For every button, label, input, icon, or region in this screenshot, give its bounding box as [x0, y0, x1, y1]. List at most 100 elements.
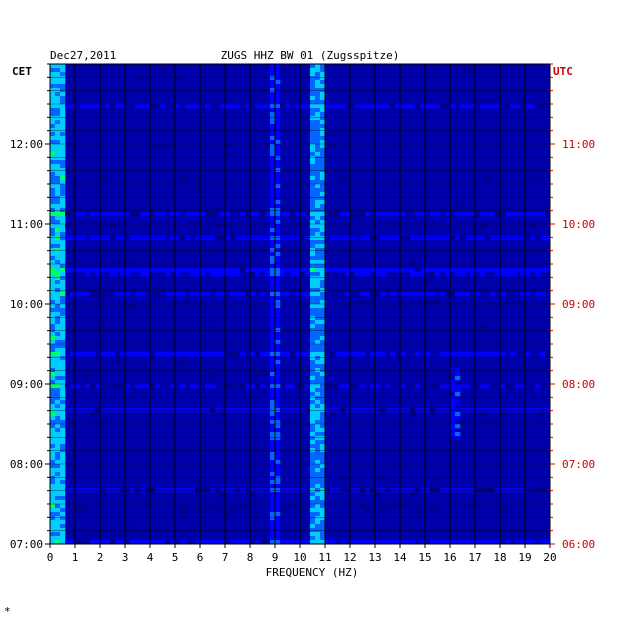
spectrogram-cell [275, 368, 281, 373]
spectrogram-cell [185, 488, 191, 493]
spectrogram-cell [315, 328, 321, 333]
spectrogram-cell [310, 324, 316, 329]
spectrogram-cell [470, 268, 476, 273]
spectrogram-cell [420, 104, 426, 109]
spectrogram-cell [295, 104, 301, 109]
spectrogram-cell [330, 384, 336, 389]
spectrogram-cell [60, 392, 66, 397]
spectrogram-cell [60, 420, 66, 425]
spectrogram-cell [320, 256, 326, 261]
spectrogram-cell [495, 352, 501, 357]
spectrogram-cell [275, 92, 281, 97]
spectrogram-cell [455, 368, 461, 373]
spectrogram-cell [115, 260, 121, 265]
spectrogram-cell [275, 112, 281, 117]
spectrogram-cell [315, 420, 321, 425]
spectrogram-cell [275, 492, 281, 497]
spectrogram-cell [215, 272, 221, 277]
spectrogram-cell [315, 336, 321, 341]
spectrogram-cell [505, 384, 511, 389]
spectrogram-cell [525, 236, 531, 241]
spectrogram-cell [320, 136, 326, 141]
spectrogram-cell [210, 540, 216, 544]
spectrogram-cell [275, 328, 281, 333]
spectrogram-cell [310, 496, 316, 501]
spectrogram-cell [310, 104, 316, 109]
spectrogram-cell [185, 268, 191, 273]
spectrogram-cell [490, 540, 496, 544]
spectrogram-cell [275, 312, 281, 317]
spectrogram-cell [145, 268, 151, 273]
spectrogram-cell [160, 68, 166, 73]
spectrogram-cell [60, 324, 66, 329]
spectrogram-cell [500, 352, 506, 357]
x-tick-label: 0 [47, 551, 54, 564]
x-tick-label: 11 [318, 551, 331, 564]
spectrogram-cell [455, 236, 461, 241]
spectrogram-cell [55, 320, 61, 325]
spectrogram-cell [430, 408, 436, 413]
spectrogram-cell [190, 408, 196, 413]
spectrogram-cell [75, 292, 81, 297]
spectrogram-cell [320, 456, 326, 461]
spectrogram-cell [275, 64, 281, 69]
left-timezone-label: CET [12, 65, 32, 78]
spectrogram-cell [320, 420, 326, 425]
spectrogram-cell [50, 428, 56, 433]
spectrogram-cell [60, 460, 66, 465]
spectrogram-cell [375, 408, 381, 413]
spectrogram-cell [50, 480, 56, 485]
spectrogram-cell [270, 228, 276, 233]
spectrogram-cell [540, 292, 546, 297]
spectrogram-cell [315, 280, 321, 285]
spectrogram-cell [315, 308, 321, 313]
spectrogram-cell [270, 244, 276, 249]
spectrogram-cell [320, 296, 326, 301]
spectrogram-cell [315, 236, 321, 241]
spectrogram-cell [460, 292, 466, 297]
spectrogram-cell [365, 488, 371, 493]
spectrogram-cell [195, 268, 201, 273]
spectrogram-cell [270, 324, 276, 329]
spectrogram-cell [55, 248, 61, 253]
spectrogram-cell [360, 352, 366, 357]
spectrogram-cell [450, 420, 456, 425]
spectrogram-cell [270, 156, 276, 161]
spectrogram-cell [355, 260, 361, 265]
spectrogram-cell [225, 212, 231, 217]
spectrogram-cell [50, 368, 56, 373]
spectrogram-cell [50, 264, 56, 269]
spectrogram-cell [115, 292, 121, 297]
spectrogram-cell [60, 440, 66, 445]
spectrogram-cell [320, 468, 326, 473]
spectrogram-cell [50, 420, 56, 425]
spectrogram-cell [210, 268, 216, 273]
spectrogram-cell [320, 404, 326, 409]
spectrogram-cell [270, 460, 276, 465]
spectrogram-cell [60, 288, 66, 293]
spectrogram-cell [180, 488, 186, 493]
spectrogram-cell [485, 540, 491, 544]
spectrogram-cell [215, 224, 221, 229]
spectrogram-cell [360, 300, 366, 305]
spectrogram-cell [320, 496, 326, 501]
spectrogram-cell [425, 408, 431, 413]
spectrogram-cell [270, 436, 276, 441]
spectrogram-cell [50, 252, 56, 257]
spectrogram-cell [475, 352, 481, 357]
spectrogram-cell [310, 364, 316, 369]
spectrogram-cell [110, 104, 116, 109]
spectrogram-cell [300, 268, 306, 273]
spectrogram-cell [55, 188, 61, 193]
spectrogram-cell [80, 292, 86, 297]
spectrogram-cell [310, 108, 316, 113]
spectrogram-cell [90, 292, 96, 297]
spectrogram-cell [450, 368, 456, 373]
spectrogram-cell [310, 68, 316, 73]
spectrogram-cell [515, 268, 521, 273]
spectrogram-cell [275, 212, 281, 217]
spectrogram-cell [275, 440, 281, 445]
right-timezone-label: UTC [553, 65, 573, 78]
spectrogram-cell [205, 540, 211, 544]
spectrogram-cell [320, 84, 326, 89]
